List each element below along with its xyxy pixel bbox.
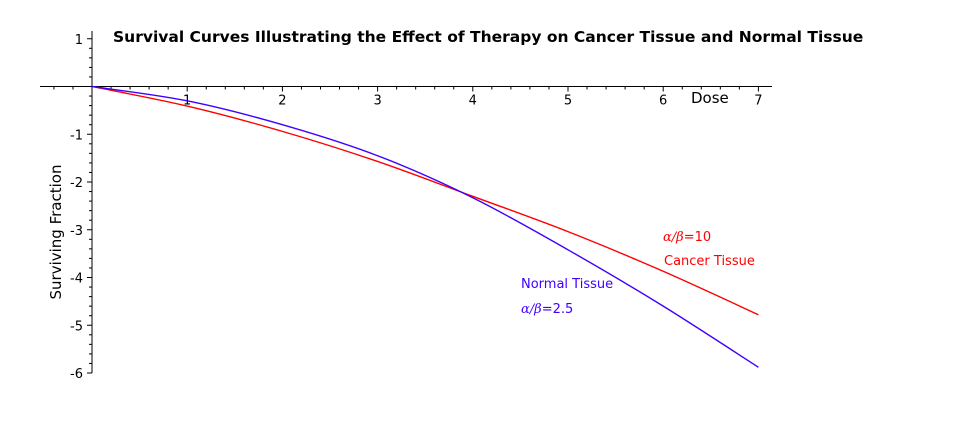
cancer-ratio-annotation: α/β=10 [663, 230, 711, 245]
cancer-tissue-annotation: Cancer Tissue [664, 254, 755, 269]
y-tick-label: -2 [70, 176, 83, 191]
normal-ratio-annotation: α/β=2.5 [521, 302, 573, 317]
x-tick-label: 7 [754, 94, 762, 109]
normal-tissue-annotation: Normal Tissue [521, 277, 613, 292]
y-tick-label: -6 [70, 367, 83, 382]
y-tick-label: 1 [75, 33, 83, 48]
y-axis-label: Surviving Fraction [47, 165, 65, 300]
cancer-ratio-value: =10 [684, 230, 711, 245]
y-tick-label: -3 [70, 224, 83, 239]
x-tick-label: 5 [564, 94, 572, 109]
cancer-ratio-math: α/β [663, 230, 684, 245]
x-tick-label: 3 [373, 94, 381, 109]
cancer-tissue-curve [91, 85, 759, 316]
y-tick-label: -4 [70, 272, 83, 287]
normal-ratio-math: α/β [521, 302, 542, 317]
x-tick-label: 2 [278, 94, 286, 109]
x-axis-label: Dose [691, 89, 729, 107]
x-tick-label: 6 [659, 94, 667, 109]
y-tick-label: -5 [70, 319, 83, 334]
normal-tissue-curve [91, 85, 759, 368]
y-axis: 1 -1 -2 -3 -4 -5 -6 [70, 31, 93, 382]
y-tick-label: -1 [70, 128, 83, 143]
x-tick-label: 4 [469, 94, 477, 109]
normal-ratio-value: =2.5 [542, 302, 574, 317]
series-group [91, 85, 759, 368]
chart-title: Survival Curves Illustrating the Effect … [113, 28, 863, 46]
y-ticks: 1 -1 -2 -3 -4 -5 -6 [70, 33, 92, 382]
